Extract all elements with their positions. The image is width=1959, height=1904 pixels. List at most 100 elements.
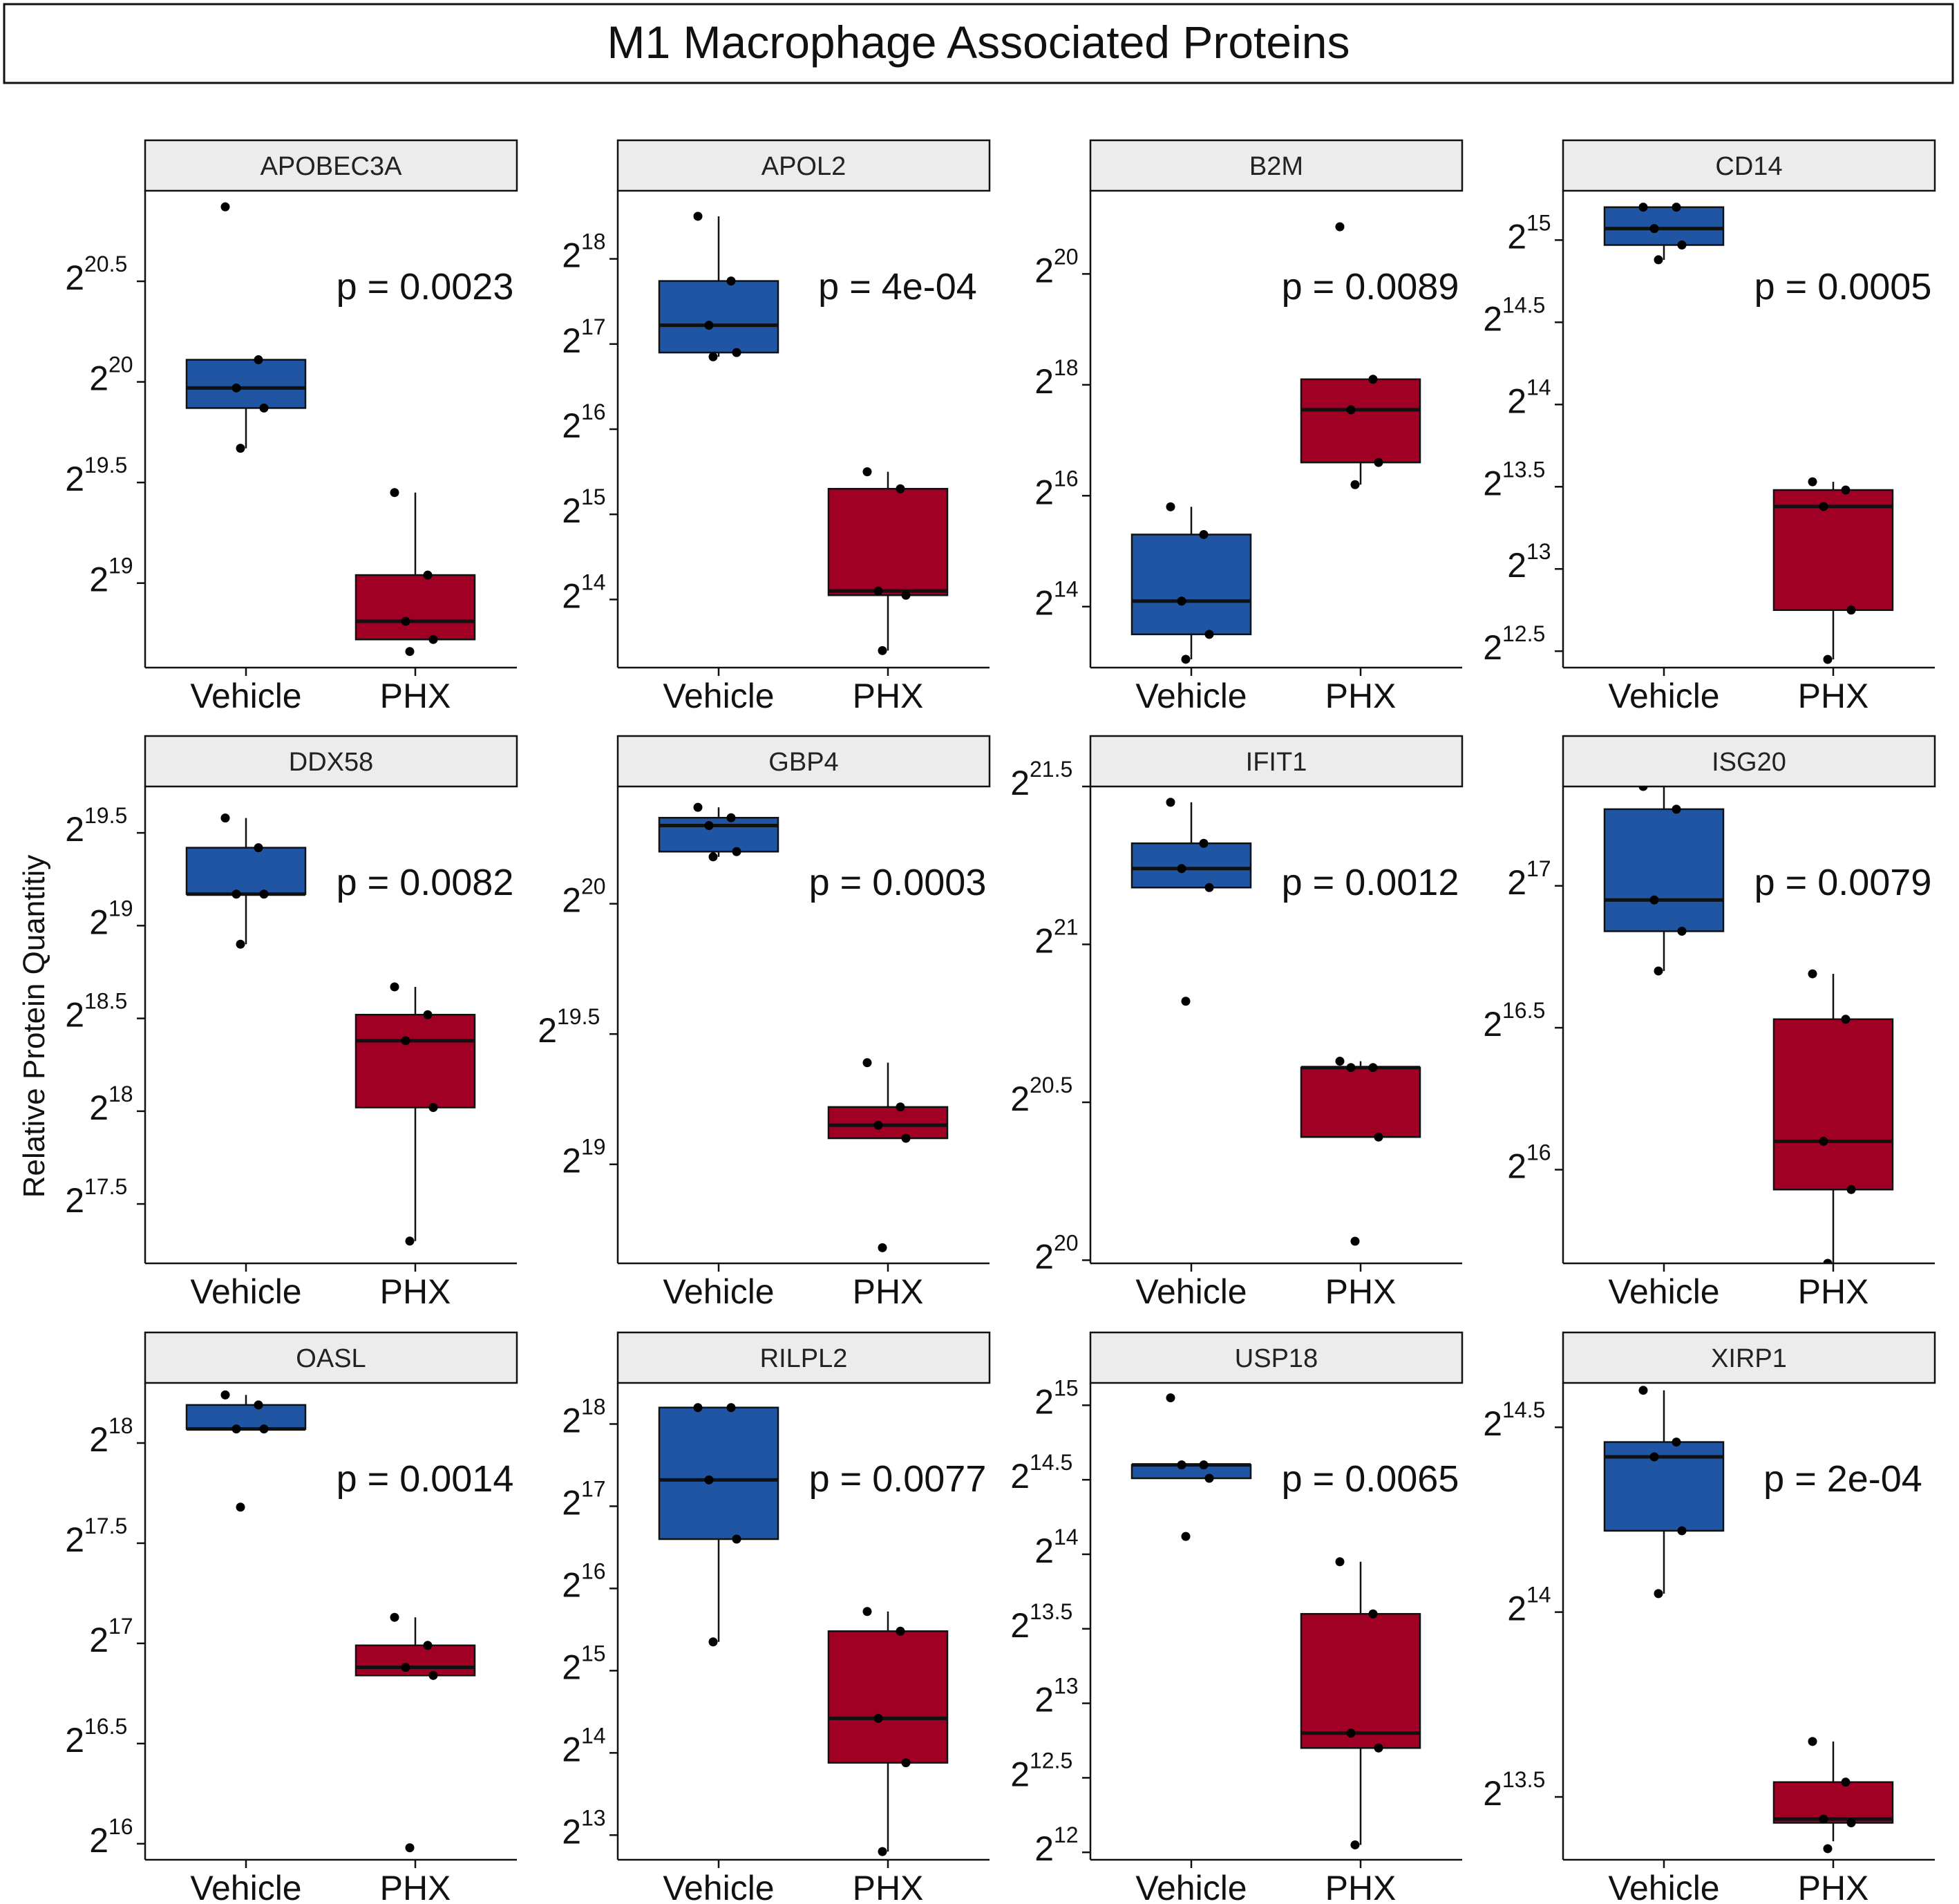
y-tick-label: 2	[1483, 1404, 1502, 1443]
p-value-label: p = 0.0023	[337, 266, 514, 308]
p-value-label: p = 0.0089	[1282, 266, 1459, 308]
data-point-vehicle	[236, 939, 245, 949]
y-tick-label: 2	[562, 1812, 581, 1851]
box-phx	[354, 1013, 476, 1109]
y-tick-label: 2	[65, 258, 84, 297]
y-tick-exponent: 16	[581, 1558, 606, 1583]
x-tick-label-vehicle: Vehicle	[1135, 1272, 1247, 1311]
data-point-vehicle	[1638, 202, 1648, 212]
y-tick-label: 2	[562, 1730, 581, 1769]
y-tick-label: 2	[89, 1420, 108, 1459]
y-tick-label: 2	[65, 1520, 84, 1559]
x-tick-label-phx: PHX	[1325, 1869, 1397, 1904]
y-tick-exponent: 17.5	[84, 1174, 127, 1199]
data-point-vehicle	[1638, 786, 1648, 791]
data-point-phx	[1841, 1778, 1851, 1787]
x-tick-label-vehicle: Vehicle	[190, 677, 301, 715]
y-tick-exponent: 14	[1526, 1583, 1551, 1608]
y-tick-label: 2	[562, 1142, 581, 1180]
panel-title: ISG20	[1712, 748, 1786, 777]
y-tick-label: 2	[1507, 863, 1526, 902]
panel-title: XIRP1	[1711, 1344, 1787, 1373]
x-tick-label-vehicle: Vehicle	[663, 1869, 774, 1904]
panel-strip	[144, 1331, 518, 1384]
y-tick-exponent: 18	[581, 229, 606, 254]
y-tick-label: 2	[1483, 1774, 1502, 1813]
data-point-vehicle	[1181, 654, 1191, 664]
y-tick-exponent: 14.5	[1502, 292, 1545, 317]
y-tick-exponent: 17	[108, 1614, 133, 1639]
x-tick-label-phx: PHX	[1798, 1272, 1869, 1311]
y-tick-label: 2	[1483, 464, 1502, 502]
y-tick-exponent: 13	[1054, 1674, 1079, 1699]
y-tick-label: 2	[1483, 1005, 1502, 1044]
data-point-phx	[862, 467, 872, 477]
data-point-phx	[1819, 1814, 1828, 1824]
y-tick-exponent: 19.5	[557, 1004, 600, 1029]
y-axis-label: Relative Protein Quantitiy	[17, 855, 51, 1198]
panel-data	[185, 202, 476, 657]
data-point-vehicle	[254, 1400, 263, 1410]
y-tick-exponent: 18	[1054, 355, 1079, 380]
y-tick-exponent: 15	[1526, 210, 1551, 235]
y-tick-label: 2	[562, 1648, 581, 1686]
box-phx	[827, 488, 949, 596]
p-value-label: p = 0.0065	[1282, 1458, 1459, 1500]
x-tick-label-vehicle: Vehicle	[1608, 677, 1719, 715]
y-tick-label: 2	[1010, 1755, 1030, 1793]
data-point-vehicle	[254, 355, 263, 365]
panel-strip	[144, 735, 518, 788]
y-tick-label: 2	[1507, 546, 1526, 585]
box-phx	[354, 1644, 476, 1677]
data-point-phx	[428, 1670, 438, 1680]
box-phx	[354, 574, 476, 641]
data-point-vehicle	[231, 889, 241, 899]
y-tick-label: 2	[1034, 1531, 1054, 1570]
data-point-vehicle	[259, 403, 269, 413]
data-point-phx	[405, 1236, 415, 1246]
y-tick-exponent: 19	[108, 554, 133, 578]
x-tick-label-vehicle: Vehicle	[1608, 1869, 1719, 1904]
y-tick-label: 2	[1034, 473, 1054, 511]
data-point-vehicle	[704, 1475, 714, 1484]
data-point-vehicle	[1638, 1386, 1648, 1395]
y-tick-exponent: 17	[1526, 856, 1551, 881]
data-point-phx	[1350, 1840, 1360, 1849]
panel-strip	[144, 139, 518, 192]
y-tick-label: 2	[1034, 1382, 1054, 1421]
panel-data	[1603, 1386, 1894, 1854]
x-tick-label-phx: PHX	[1325, 677, 1397, 715]
data-point-phx	[1823, 1259, 1833, 1263]
figure-title: M1 Macrophage Associated Proteins	[607, 17, 1350, 68]
p-value-label: p = 0.0005	[1754, 266, 1932, 308]
data-point-vehicle	[726, 813, 736, 822]
data-point-vehicle	[1654, 1589, 1663, 1599]
data-point-vehicle	[1672, 1438, 1681, 1447]
y-tick-exponent: 20	[1054, 244, 1079, 269]
y-tick-exponent: 14	[1054, 1525, 1079, 1549]
data-point-phx	[1374, 458, 1383, 467]
box-vehicle	[185, 847, 307, 895]
data-point-vehicle	[708, 852, 718, 862]
data-point-phx	[390, 982, 399, 992]
x-tick-label-phx: PHX	[380, 677, 451, 715]
y-tick-exponent: 17.5	[84, 1514, 127, 1538]
data-point-phx	[901, 1133, 911, 1143]
y-tick-label: 2	[89, 903, 108, 941]
data-point-vehicle	[1677, 241, 1687, 250]
box-phx	[1772, 1018, 1894, 1191]
y-tick-label: 2	[1034, 251, 1054, 290]
data-point-phx	[423, 1010, 433, 1019]
y-tick-exponent: 18	[108, 1082, 133, 1106]
data-point-vehicle	[1204, 1473, 1214, 1483]
y-tick-exponent: 20	[581, 874, 606, 899]
box-phx	[827, 1106, 949, 1140]
data-point-phx	[1823, 1844, 1833, 1854]
box-vehicle	[1130, 842, 1252, 889]
